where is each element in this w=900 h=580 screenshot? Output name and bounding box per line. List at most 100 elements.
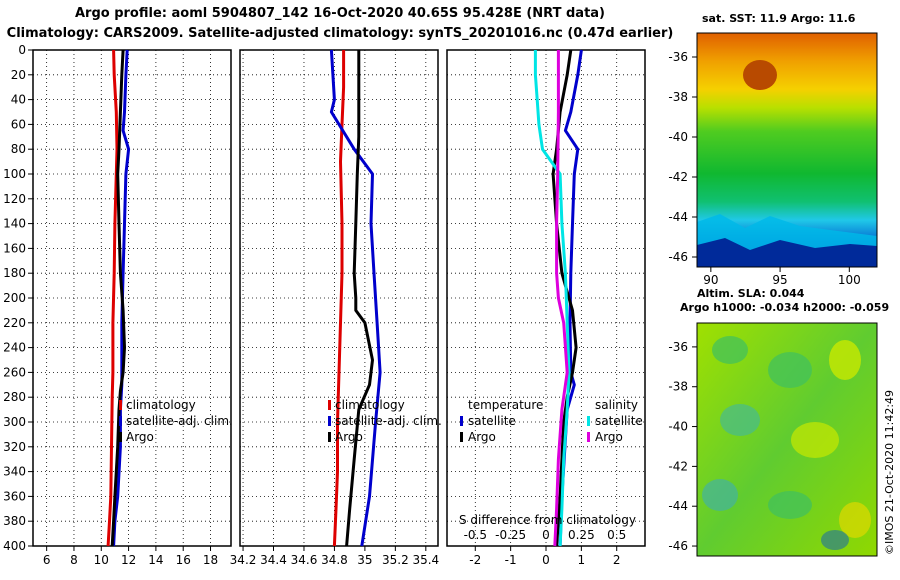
ytick-label: 120	[3, 192, 26, 206]
xtick-label: 14	[148, 553, 163, 567]
sla-patch	[720, 404, 760, 436]
sst-coldest-band	[697, 238, 877, 267]
difference-xticks: -2 -1 0 1 2	[469, 546, 621, 567]
profile-line-salinity-argo	[553, 50, 569, 547]
xtick-label: -2	[469, 553, 481, 567]
ytick-label: 380	[3, 514, 26, 528]
sst-xticks: 90 95 100	[703, 267, 861, 287]
xtick-label: 35.4	[412, 553, 439, 567]
ytick-label: 260	[3, 365, 26, 379]
sla-patch	[768, 352, 812, 388]
xtick-label: 35	[357, 553, 372, 567]
sla-patch	[712, 336, 748, 364]
legend-marker-argo	[328, 432, 331, 442]
temperature-panel: 6 8 10 12 14 16 18	[32, 49, 232, 567]
xtick-label: 18	[203, 553, 218, 567]
sst-map-frame	[696, 32, 878, 268]
copyright-label: ©IMOS 21-Oct-2020 11:42:49	[883, 390, 896, 555]
ytick-label: 240	[3, 341, 26, 355]
xtick-label: 100	[838, 273, 861, 287]
legend-label-temp-satellite: satellite	[468, 414, 516, 428]
profile-line-satellite-adj-clim-	[329, 49, 382, 547]
figure-title-line1: Argo profile: aoml 5904807_142 16-Oct-20…	[74, 6, 606, 21]
ytick-label: 280	[3, 390, 26, 404]
sla-patch	[829, 340, 861, 380]
ytick-label: 160	[3, 241, 26, 255]
ytick-label: -44	[668, 210, 688, 224]
legend-marker-satellite	[119, 416, 122, 426]
ytick-label: 300	[3, 415, 26, 429]
xtick-label: 0	[542, 553, 550, 567]
xtick-label: 1	[578, 553, 586, 567]
ytick-label: 340	[3, 465, 26, 479]
sst-map: -36 -38 -40 -42 -44 -46 90 95 100	[668, 32, 878, 287]
sla-patch	[821, 530, 849, 550]
temperature-legend: climatology satellite-adj. clim. Argo	[119, 398, 233, 444]
sla-map-title-line2: Argo h1000: -0.034 h2000: -0.059	[680, 301, 890, 314]
ytick-label: 60	[11, 117, 26, 131]
xtick-label: 34.2	[230, 553, 257, 567]
legend-label-argo: Argo	[126, 430, 154, 444]
temperature-xticks: 6 8 10 12 14 16 18	[43, 546, 218, 567]
difference-profiles	[533, 49, 583, 547]
ytick-label: 320	[3, 440, 26, 454]
difference-secondary-xticklabels: -0.5 -0.25 0 0.25 0.5	[464, 528, 627, 542]
secondary-xtick-label: -0.5	[464, 528, 487, 542]
sst-warm-eddy	[743, 60, 777, 90]
sla-patch	[839, 502, 871, 538]
xtick-label: 35.2	[382, 553, 409, 567]
figure-title-line2: Climatology: CARS2009. Satellite-adjuste…	[6, 26, 674, 41]
legend-label-sal-argo: Argo	[595, 430, 623, 444]
ytick-label: -38	[668, 380, 688, 394]
xtick-label: 2	[613, 553, 621, 567]
xtick-label: 34.4	[260, 553, 287, 567]
xtick-label: 16	[176, 553, 191, 567]
ytick-label: 0	[18, 43, 26, 57]
sst-map-title: sat. SST: 11.9 Argo: 11.6	[702, 12, 856, 25]
xtick-label: 8	[70, 553, 78, 567]
sst-yticks: -36 -38 -40 -42 -44 -46	[668, 50, 697, 264]
xtick-label: 12	[121, 553, 136, 567]
ytick-label: -36	[668, 340, 688, 354]
sla-patch	[702, 479, 738, 511]
ytick-label: 220	[3, 316, 26, 330]
ytick-label: 180	[3, 266, 26, 280]
legend-label-satellite: satellite-adj. clim.	[126, 414, 233, 428]
salinity-legend: climatology satellite-adj. clim. Argo	[328, 398, 442, 444]
legend-marker-sal-satellite	[587, 416, 590, 426]
legend-marker-temp-satellite	[460, 416, 463, 426]
legend-title-temperature: temperature	[468, 398, 543, 412]
xtick-label: -1	[505, 553, 517, 567]
difference-legend: temperature satellite Argo salinity sate…	[460, 398, 643, 444]
secondary-xtick-label: 0.25	[568, 528, 595, 542]
legend-label-satellite: satellite-adj. clim.	[335, 414, 442, 428]
ytick-label: -40	[668, 130, 688, 144]
sla-map-frame	[696, 322, 878, 557]
secondary-xtick-label: 0.5	[607, 528, 626, 542]
xtick-label: 34.8	[321, 553, 348, 567]
temperature-profiles	[106, 49, 131, 547]
ytick-label: 40	[11, 93, 26, 107]
sla-yticks: -36 -38 -40 -42 -44 -46	[668, 340, 697, 553]
difference-panel: -2 -1 0 1 2	[446, 49, 646, 567]
ytick-label: 80	[11, 142, 26, 156]
sla-patch	[768, 491, 812, 519]
ytick-label: -42	[668, 459, 688, 473]
legend-label-climatology: climatology	[126, 398, 196, 412]
ytick-label: -38	[668, 90, 688, 104]
secondary-xtick-label: -0.25	[495, 528, 526, 542]
legend-marker-temp-argo	[460, 432, 463, 442]
xtick-label: 34.6	[291, 553, 318, 567]
legend-label-temp-argo: Argo	[468, 430, 496, 444]
salinity-profiles	[329, 49, 382, 547]
ytick-label: -44	[668, 499, 688, 513]
ytick-label: 360	[3, 489, 26, 503]
legend-marker-climatology	[119, 400, 122, 410]
ytick-label: 200	[3, 291, 26, 305]
xtick-label: 95	[772, 273, 787, 287]
sla-patch	[791, 422, 839, 458]
ytick-label: -40	[668, 420, 688, 434]
legend-marker-satellite	[328, 416, 331, 426]
difference-gridlines	[447, 50, 645, 546]
